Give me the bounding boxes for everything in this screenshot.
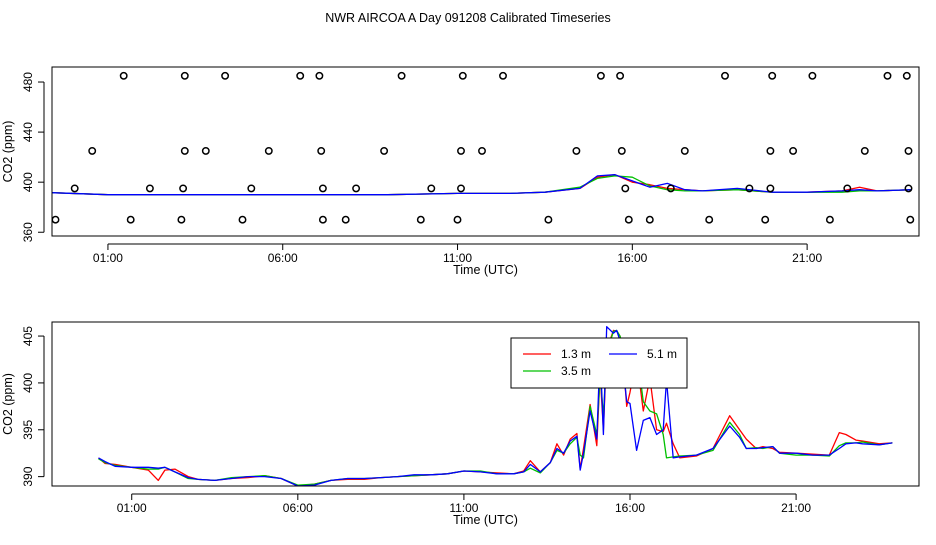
data-point	[180, 146, 189, 155]
data-point	[860, 146, 869, 155]
series-line-red	[98, 329, 893, 486]
x-tick-label: 21:00	[781, 501, 811, 515]
data-point	[705, 215, 714, 224]
data-point	[52, 215, 60, 224]
data-point	[544, 215, 553, 224]
plot-frame	[51, 66, 920, 237]
data-point	[883, 71, 892, 80]
data-point	[789, 146, 798, 155]
data-point	[318, 184, 327, 193]
data-point	[843, 184, 852, 193]
data-point	[766, 184, 775, 193]
y-axis-label: CO2 (ppm)	[1, 373, 15, 435]
data-point	[380, 146, 389, 155]
data-point	[416, 215, 425, 224]
legend-label: 3.5 m	[561, 364, 591, 378]
y-tick-label: 480	[21, 72, 35, 92]
data-point	[721, 71, 729, 80]
data-point	[221, 71, 230, 80]
top-panel: 01:00 06:00 11:00 16:00 21:00 Time (UTC) 360 40…	[1, 66, 920, 277]
data-point	[617, 146, 626, 155]
data-point	[766, 146, 775, 155]
data-point	[296, 71, 305, 80]
plot-area	[98, 326, 893, 486]
data-point	[457, 146, 465, 155]
data-point	[177, 215, 186, 224]
data-point	[457, 184, 465, 193]
data-point	[119, 71, 128, 80]
data-point	[616, 71, 625, 80]
data-point	[906, 215, 915, 224]
data-point	[201, 146, 210, 155]
x-tick-label: 01:00	[117, 501, 147, 515]
data-point	[621, 184, 630, 193]
x-axis-label: Time (UTC)	[453, 263, 518, 277]
data-point	[768, 71, 777, 80]
data-point	[825, 215, 834, 224]
data-point	[264, 146, 273, 155]
data-point	[88, 146, 97, 155]
data-point	[596, 71, 605, 80]
data-point	[179, 184, 188, 193]
data-point	[318, 215, 327, 224]
y-tick-label: 400	[21, 373, 35, 393]
y-tick-label: 405	[21, 326, 35, 346]
x-tick-label: 16:00	[615, 501, 645, 515]
data-point	[453, 215, 462, 224]
data-point	[317, 146, 326, 155]
data-point	[624, 215, 633, 224]
y-axis-label: CO2 (ppm)	[1, 121, 15, 183]
data-point	[145, 184, 154, 193]
bottom-panel: 01:00 06:00 11:00 16:00 21:00 Time (UTC) 390 39…	[1, 321, 920, 527]
data-point	[666, 184, 675, 193]
y-tick-label: 390	[21, 466, 35, 486]
y-tick-label: 395	[21, 419, 35, 439]
x-tick-label: 11:00	[443, 251, 472, 265]
data-point	[247, 184, 256, 193]
series-line-green	[98, 329, 893, 486]
data-point	[904, 146, 913, 155]
data-point	[904, 184, 913, 193]
x-tick-label: 06:00	[268, 251, 298, 265]
data-point	[745, 184, 754, 193]
data-point	[70, 184, 79, 193]
data-point	[761, 215, 770, 224]
data-point	[352, 184, 361, 193]
y-tick-label: 360	[21, 222, 35, 242]
x-tick-label: 11:00	[449, 501, 478, 515]
data-point	[238, 215, 247, 224]
y-tick-label: 400	[21, 172, 35, 192]
figure-title: NWR AIRCOA A Day 091208 Calibrated Times…	[325, 11, 611, 25]
data-point	[427, 184, 436, 193]
data-point	[180, 71, 189, 80]
x-tick-label: 06:00	[283, 501, 313, 515]
data-point	[572, 146, 581, 155]
legend-box	[510, 337, 688, 389]
legend-label: 5.1 m	[647, 347, 677, 361]
data-point	[458, 71, 467, 80]
x-tick-label: 21:00	[792, 251, 822, 265]
plot-area	[52, 71, 915, 224]
x-axis-label: Time (UTC)	[453, 513, 518, 527]
data-point	[680, 146, 689, 155]
data-point	[315, 71, 324, 80]
x-tick-label: 16:00	[617, 251, 647, 265]
data-point	[126, 215, 135, 224]
data-point	[499, 71, 507, 80]
series-line-blue	[98, 326, 893, 486]
data-point	[902, 71, 911, 80]
data-point	[397, 71, 406, 80]
data-point	[341, 215, 350, 224]
data-point	[478, 146, 486, 155]
series-line-blue	[52, 174, 913, 196]
plot-frame	[51, 321, 920, 487]
y-tick-label: 440	[21, 122, 35, 142]
legend-label: 1.3 m	[561, 347, 591, 361]
data-point	[645, 215, 654, 224]
x-tick-label: 01:00	[93, 251, 123, 265]
data-point	[808, 71, 817, 80]
